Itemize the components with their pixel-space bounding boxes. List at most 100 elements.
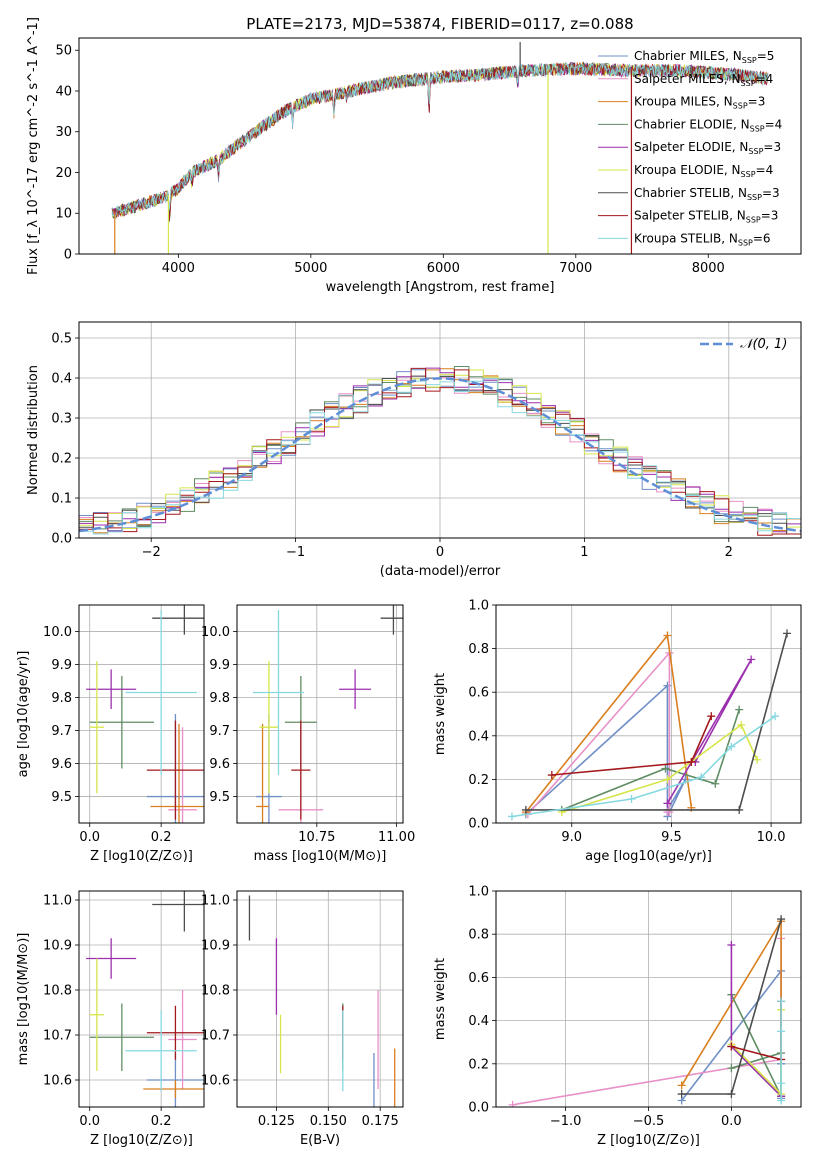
weight-vs-age-series-line: [551, 715, 713, 776]
weight-vs-Z-point-marker: [727, 1042, 736, 1051]
weight-vs-Z-point-marker: [677, 1090, 686, 1099]
age-vs-mass-ytick-label: 9.6: [209, 757, 230, 772]
mass-vs-Z-ytick-label: 10.9: [43, 939, 72, 954]
age-vs-mass-xtick-label: 10.75: [298, 830, 335, 845]
mass-vs-ebv-xtick-label: 0.125: [258, 1114, 295, 1129]
weight-vs-age-point-marker: [697, 773, 706, 782]
legend-subscript: SSP: [750, 124, 765, 133]
legend-nssp: =3: [763, 140, 781, 154]
mass-vs-ebv-panel: 0.125 0.150 0.175 10.6 10.7 10.8 10.9 11.0 E(B-V…: [201, 891, 403, 1148]
age-vs-mass-ytick-label: 9.9: [209, 658, 230, 673]
residuals-plot-area: [79, 366, 801, 538]
spectrum-xtick-label: 7000: [559, 261, 592, 276]
weight-vs-Z-frame: [495, 890, 802, 1108]
weight-vs-age-point-marker: [735, 805, 744, 814]
mass-vs-Z-panel: 0.0 0.2 10.6 10.7 10.8 10.9 11.0 Z [log10(Z/Z⊙)…: [16, 891, 204, 1148]
weight-vs-age-point-marker: [627, 795, 636, 804]
weight-vs-age-point-marker: [727, 742, 736, 751]
legend-nssp: =4: [756, 163, 774, 177]
weight-vs-age-ytick-label: 0.0: [468, 817, 489, 832]
age-vs-Z-frame: [78, 604, 205, 824]
weight-vs-Z-point-marker: [677, 1081, 686, 1090]
weight-vs-age-series-line: [525, 633, 693, 813]
weight-vs-Z-xtick-label: −0.5: [633, 1114, 665, 1129]
spectrum-ytick-label: 0: [64, 248, 72, 263]
legend-nssp: =4: [756, 72, 774, 86]
mass-vs-ebv-ytick-label: 10.6: [201, 1074, 230, 1089]
weight-vs-age-xlabel: age [log10(age/yr)]: [585, 849, 712, 864]
weight-vs-Z-point-marker: [727, 1064, 736, 1073]
legend-nssp: =3: [761, 209, 779, 223]
residuals-xtick-label: 1: [580, 545, 588, 560]
weight-vs-age-point-marker: [687, 757, 696, 766]
weight-vs-age-plot-area: [507, 629, 792, 821]
weight-vs-Z-xlabel: Z [log10(Z/Z⊙)]: [597, 1133, 700, 1148]
weight-vs-Z-point-marker: [777, 1079, 786, 1088]
mass-vs-ebv-ytick-label: 10.9: [201, 939, 230, 954]
legend-subscript: SSP: [733, 102, 748, 111]
residuals-xtick-label: −1: [286, 545, 305, 560]
weight-vs-Z-point-marker: [777, 997, 786, 1006]
age-vs-mass-plot-area: [252, 605, 403, 823]
residuals-panel: −2 −1 0 1 2 0.0 0.1 0.2 0.3 0.4 0.5 (data-model)/er…: [26, 322, 801, 579]
weight-vs-age-point-marker: [663, 775, 672, 784]
age-vs-Z-xtick-label: 0.2: [151, 830, 172, 845]
age-vs-Z-panel: 0.0 0.2 9.5 9.6 9.7 9.8 9.9 10.0 Z [log10(Z/Z⊙)]…: [16, 605, 204, 864]
legend-model-name: Salpeter STELIB, N: [634, 209, 746, 223]
weight-vs-age-panel: 9.0 9.5 10.0 0.0 0.2 0.4 0.6 0.8 1.0 age [log10(a…: [433, 599, 801, 864]
mass-vs-Z-ytick-label: 11.0: [43, 894, 72, 909]
legend-model-name: Salpeter MILES, N: [634, 72, 741, 86]
weight-vs-Z-series-line: [730, 994, 782, 1097]
mass-vs-ebv-plot-area: [248, 895, 396, 1107]
weight-vs-age-ytick-label: 0.4: [468, 729, 489, 744]
spectrum-xtick-label: 6000: [427, 261, 460, 276]
weight-vs-Z-plot-area: [508, 915, 786, 1107]
weight-vs-age-ytick-label: 1.0: [468, 599, 489, 614]
age-vs-mass-ytick-label: 9.8: [209, 691, 230, 706]
age-vs-Z-ytick-label: 9.6: [51, 757, 72, 772]
spectrum-ytick-label: 10: [55, 207, 72, 222]
weight-vs-Z-ytick-label: 0.8: [468, 928, 489, 943]
normal-reference-curve: [79, 377, 801, 533]
legend-label: Chabrier ELODIE, NSSP=4: [634, 117, 782, 133]
legend-subscript: SSP: [746, 216, 761, 225]
weight-vs-Z-ytick-label: 0.2: [468, 1057, 489, 1072]
weight-vs-age-ytick-label: 0.8: [468, 642, 489, 657]
age-vs-mass-frame: [236, 604, 404, 824]
mass-vs-Z-ylabel: mass [log10(M/M⊙)]: [16, 933, 31, 1066]
legend-model-name: Salpeter ELODIE, N: [634, 140, 748, 154]
legend-nssp: =4: [765, 117, 783, 131]
mass-vs-Z-frame: [78, 890, 205, 1108]
mass-vs-Z-ytick-label: 10.8: [43, 984, 72, 999]
figure-title: PLATE=2173, MJD=53874, FIBERID=0117, z=0…: [246, 15, 633, 33]
weight-vs-age-xtick-label: 9.5: [661, 830, 682, 845]
residuals-frame: [78, 321, 802, 539]
weight-vs-Z-point-marker: [777, 1096, 786, 1105]
age-vs-Z-ytick-label: 9.9: [51, 658, 72, 673]
age-vs-mass-ytick-label: 9.5: [209, 790, 230, 805]
mass-vs-Z-plot-area: [86, 891, 204, 1107]
weight-vs-age-ytick-label: 0.6: [468, 686, 489, 701]
residuals-ytick-label: 0.1: [51, 492, 72, 507]
weight-vs-Z-ytick-label: 0.0: [468, 1101, 489, 1116]
legend-subscript: SSP: [741, 79, 756, 88]
age-vs-mass-xlabel: mass [log10(M/M⊙)]: [254, 849, 387, 864]
residuals-ytick-label: 0.2: [51, 452, 72, 467]
weight-vs-age-series-line: [527, 650, 671, 815]
mass-vs-Z-xtick-label: 0.2: [151, 1114, 172, 1129]
legend-nssp: =3: [748, 95, 766, 109]
weight-vs-Z-series-line: [512, 938, 782, 1106]
weight-vs-age-point-marker: [547, 771, 556, 780]
spectrum-ytick-label: 30: [55, 125, 72, 140]
legend-label: Salpeter ELODIE, NSSP=3: [634, 140, 781, 156]
mass-vs-ebv-frame: [236, 890, 404, 1108]
legend-model-name: Chabrier MILES, N: [634, 49, 742, 63]
weight-vs-age-point-marker: [771, 712, 780, 721]
spectrum-line-kroupa-stelib: [111, 62, 769, 219]
legend-subscript: SSP: [748, 147, 763, 156]
legend-label: Chabrier MILES, NSSP=5: [634, 49, 774, 65]
weight-vs-Z-point-marker: [727, 941, 736, 949]
residuals-ylabel: Normed distribution: [26, 365, 41, 495]
age-vs-Z-xlabel: Z [log10(Z/Z⊙)]: [90, 849, 193, 864]
